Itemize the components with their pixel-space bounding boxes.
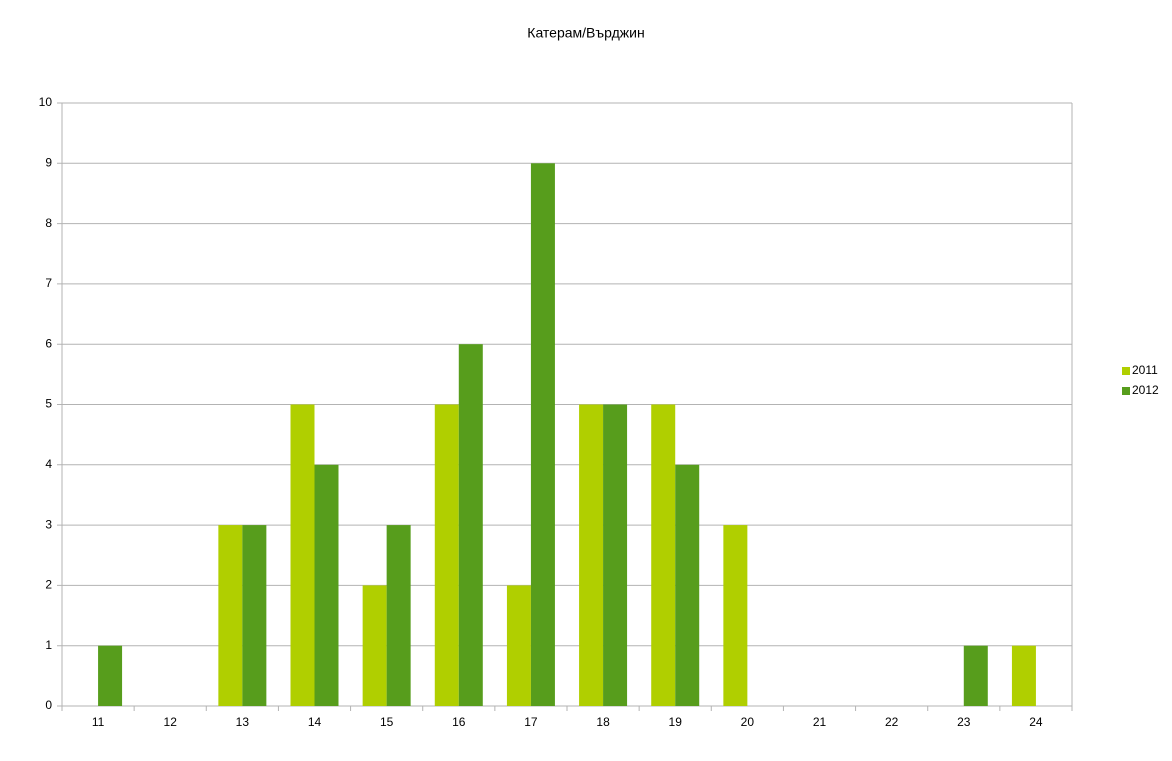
x-tick-label: 16: [452, 715, 466, 729]
x-tick-label: 18: [596, 715, 610, 729]
y-tick-label: 8: [45, 216, 52, 230]
x-tick-label: 21: [813, 715, 827, 729]
bar: [434, 404, 459, 706]
bar: [386, 525, 411, 706]
legend-swatch: [1122, 387, 1130, 395]
x-tick-label: 23: [957, 715, 971, 729]
x-tick-label: 24: [1029, 715, 1043, 729]
x-tick-label: 11: [92, 715, 105, 729]
chart-title: Катерам/Върджин: [527, 25, 644, 41]
y-tick-label: 1: [45, 638, 52, 652]
x-tick-label: 12: [164, 715, 178, 729]
y-tick-label: 6: [45, 336, 52, 350]
x-tick-label: 13: [236, 715, 250, 729]
x-tick-label: 14: [308, 715, 322, 729]
x-tick-label: 17: [524, 715, 538, 729]
y-tick-label: 2: [45, 578, 52, 592]
legend-label: 2012: [1132, 383, 1159, 397]
bar: [290, 404, 315, 706]
bar: [458, 344, 483, 706]
bar: [530, 163, 555, 707]
bar: [362, 585, 387, 706]
x-tick-label: 15: [380, 715, 394, 729]
x-tick-label: 22: [885, 715, 899, 729]
x-tick-label: 19: [669, 715, 683, 729]
y-tick-label: 4: [45, 457, 52, 471]
y-tick-label: 7: [45, 276, 52, 290]
bar: [98, 645, 123, 706]
legend-swatch: [1122, 367, 1130, 375]
bar: [218, 525, 243, 706]
x-tick-label: 20: [741, 715, 755, 729]
bar: [675, 464, 700, 706]
bar: [579, 404, 604, 706]
bar: [651, 404, 676, 706]
bar: [1011, 645, 1036, 706]
bar: [963, 645, 988, 706]
legend-label: 2011: [1132, 363, 1158, 377]
y-tick-label: 0: [45, 698, 52, 712]
y-tick-label: 9: [45, 155, 52, 169]
bar: [723, 525, 748, 706]
bar: [603, 404, 628, 706]
bar: [506, 585, 531, 706]
y-tick-label: 5: [45, 397, 52, 411]
y-tick-label: 3: [45, 517, 52, 531]
bar: [242, 525, 267, 706]
y-tick-label: 10: [39, 95, 53, 109]
bar: [314, 464, 339, 706]
